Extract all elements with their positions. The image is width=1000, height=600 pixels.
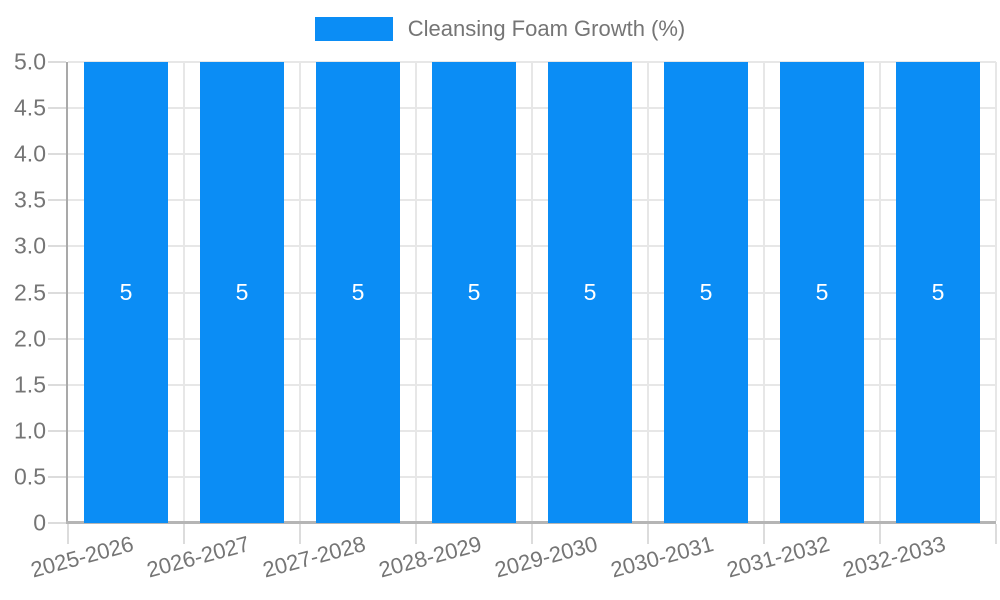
- y-tick: [48, 153, 66, 156]
- y-axis-line: [66, 62, 68, 523]
- x-tick: [415, 524, 417, 544]
- y-tick: [48, 61, 66, 63]
- x-tick-label: 2025-2026: [27, 531, 136, 583]
- y-tick-label: 3.5: [14, 186, 46, 213]
- x-tick-label: 2029-2030: [491, 531, 600, 583]
- legend-swatch: [314, 17, 393, 41]
- y-tick-label: 5.0: [14, 48, 46, 75]
- bar-value-label: 5: [467, 279, 481, 305]
- y-tick-label: 4.0: [14, 140, 46, 167]
- x-gridline: [995, 62, 997, 521]
- y-tick: [48, 291, 66, 294]
- y-tick: [48, 383, 66, 386]
- bar: 5: [84, 62, 168, 523]
- x-tick: [67, 524, 69, 544]
- y-tick-label: 2.5: [14, 279, 46, 305]
- y-tick-label: 1.5: [14, 371, 46, 398]
- x-tick: [183, 524, 185, 544]
- y-tick: [48, 522, 66, 524]
- y-tick-label: 0.5: [14, 463, 46, 490]
- y-tick: [48, 337, 66, 340]
- bar-value-label: 5: [235, 279, 249, 305]
- bar-value-label: 5: [119, 279, 133, 305]
- legend-label: Cleansing Foam Growth (%): [407, 16, 686, 41]
- x-tick-label: 2028-2029: [375, 531, 484, 583]
- x-gridline: [647, 62, 649, 521]
- x-tick: [299, 524, 301, 544]
- x-axis-line: [66, 521, 996, 524]
- x-gridline: [763, 62, 765, 521]
- x-tick: [995, 524, 997, 544]
- bar: 5: [896, 62, 980, 523]
- bar-value-label: 5: [815, 279, 829, 305]
- x-gridline: [531, 62, 533, 521]
- x-tick: [531, 524, 533, 544]
- bar: 5: [780, 62, 864, 523]
- y-tick-label: 2.0: [14, 325, 46, 352]
- x-gridline: [879, 62, 881, 521]
- bar: 5: [316, 62, 400, 523]
- bar-value-label: 5: [583, 279, 597, 305]
- y-tick-label: 3.0: [14, 232, 46, 259]
- bar: 5: [432, 62, 516, 523]
- x-tick-label: 2030-2031: [607, 531, 716, 583]
- x-tick: [879, 524, 881, 544]
- y-tick: [48, 475, 66, 478]
- x-tick-label: 2032-2033: [839, 531, 948, 583]
- x-tick-label: 2031-2032: [723, 531, 832, 583]
- bar: 5: [664, 62, 748, 523]
- x-tick-label: 2027-2028: [259, 531, 368, 583]
- y-tick-label: 1.0: [14, 417, 46, 444]
- x-gridline: [183, 62, 185, 521]
- x-gridline: [299, 62, 301, 521]
- bar-value-label: 5: [931, 279, 945, 305]
- legend: Cleansing Foam Growth (%): [0, 17, 1000, 41]
- x-gridline: [415, 62, 417, 521]
- y-tick-label: 0: [33, 509, 46, 536]
- y-tick: [48, 245, 66, 248]
- bar-value-label: 5: [351, 279, 365, 305]
- y-tick-label: 4.5: [14, 94, 46, 121]
- x-tick: [763, 524, 765, 544]
- bar: 5: [548, 62, 632, 523]
- x-tick: [647, 524, 649, 544]
- y-tick: [48, 199, 66, 202]
- y-tick: [48, 107, 66, 110]
- bar-value-label: 5: [699, 279, 713, 305]
- x-tick-label: 2026-2027: [143, 531, 252, 583]
- bar: 5: [200, 62, 284, 523]
- y-tick: [48, 429, 66, 432]
